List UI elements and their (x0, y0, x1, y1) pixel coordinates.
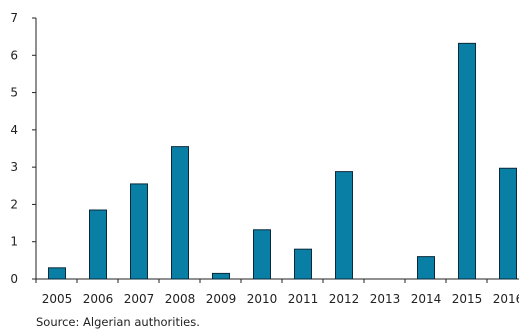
x-tick-label: 2013 (370, 292, 401, 306)
y-tick-label: 3 (10, 160, 18, 174)
x-tick-label: 2005 (42, 292, 73, 306)
x-tick-label: 2016 (493, 292, 519, 306)
x-tick-label: 2014 (411, 292, 442, 306)
y-tick-label: 5 (10, 86, 18, 100)
bar-2012 (335, 171, 353, 280)
x-tick-label: 2009 (206, 292, 237, 306)
bar-2007 (130, 183, 148, 280)
y-tick-label: 6 (10, 48, 18, 62)
x-tick-label: 2012 (329, 292, 360, 306)
bar-2011 (294, 248, 312, 280)
y-tick-label: 4 (10, 123, 18, 137)
x-tick-label: 2015 (452, 292, 483, 306)
bar-2015 (458, 42, 476, 280)
bar-2005 (48, 267, 66, 280)
source-note: Source: Algerian authorities. (36, 315, 200, 329)
x-axis: 2005 2006 2007 2008 2009 2010 2011 2012 2013 2014… (35, 278, 519, 306)
x-tick-label: 2010 (247, 292, 278, 306)
bars (48, 42, 517, 280)
bar-2009 (212, 272, 230, 280)
bar-2016 (499, 167, 517, 280)
y-axis: 0 1 2 3 4 5 6 7 (10, 11, 37, 286)
y-tick-label: 1 (10, 235, 18, 249)
y-tick-label: 2 (10, 197, 18, 211)
y-tick-label: 0 (10, 272, 18, 286)
x-tick-label: 2006 (83, 292, 114, 306)
x-tick-label: 2008 (165, 292, 196, 306)
bar-2006 (89, 209, 107, 280)
x-tick-label: 2007 (124, 292, 155, 306)
x-tick-label: 2011 (288, 292, 319, 306)
bar-2010 (253, 229, 271, 280)
bar-2014 (417, 256, 435, 280)
y-tick-label: 7 (10, 11, 18, 25)
bar-2008 (171, 146, 189, 280)
